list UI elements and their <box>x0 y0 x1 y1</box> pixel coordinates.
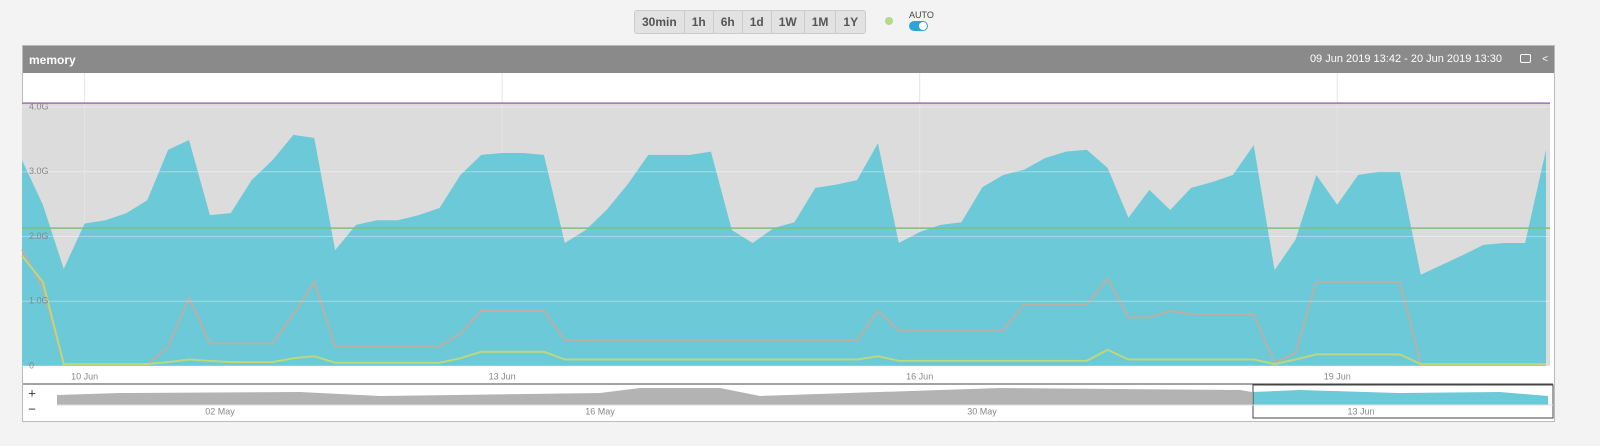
zoom-out[interactable]: − <box>28 401 36 416</box>
y-tick-label: 1.0G <box>29 296 49 306</box>
y-tick-label: 2.0G <box>29 231 49 241</box>
range-button[interactable]: 1Y <box>843 15 859 29</box>
navigator-label: 02 May <box>205 406 235 416</box>
x-tick-label: 13 Jun <box>489 371 516 381</box>
status-dot <box>885 17 893 25</box>
range-button[interactable]: 6h <box>714 11 743 33</box>
auto-toggle[interactable] <box>909 21 928 31</box>
navigator-label: 13 Jun <box>1347 406 1374 416</box>
range-button[interactable]: 1h <box>685 11 714 33</box>
panel-title: memory <box>29 53 76 67</box>
range-buttons: 30min 1h 6h 1d 1W 1M 1Y <box>634 10 867 34</box>
navigator-label: 30 May <box>967 406 997 416</box>
y-tick-label: 4.0G <box>29 101 49 111</box>
x-tick-label: 19 Jun <box>1324 371 1351 381</box>
range-button[interactable]: 1W <box>772 11 805 33</box>
memory-line <box>21 248 1546 366</box>
range-button[interactable]: 30min <box>635 11 685 33</box>
navigator-shape <box>57 388 1252 405</box>
snapshot-button[interactable] <box>1520 54 1531 63</box>
navigator-window-shape <box>1253 390 1548 405</box>
y-tick-label: 3.0G <box>29 166 49 176</box>
x-tick-label: 10 Jun <box>71 371 98 381</box>
share-button[interactable]: < <box>1542 54 1548 65</box>
x-tick-label: 16 Jun <box>906 371 933 381</box>
memory-area <box>22 134 1546 366</box>
range-button[interactable]: 1M <box>805 11 837 33</box>
range-button[interactable]: 1d <box>743 11 772 33</box>
y-tick-label: 0 <box>29 360 34 370</box>
memory-line <box>21 255 1546 366</box>
panel-header: memory 09 Jun 2019 13:42 - 20 Jun 2019 1… <box>23 46 1554 73</box>
navigator-label: 16 May <box>585 406 615 416</box>
zoom-in[interactable]: + <box>28 385 36 400</box>
panel-range: 09 Jun 2019 13:42 - 20 Jun 2019 13:30 <box>1309 53 1502 65</box>
navigator-window[interactable] <box>1252 384 1554 419</box>
auto-label: AUTO <box>909 10 934 20</box>
